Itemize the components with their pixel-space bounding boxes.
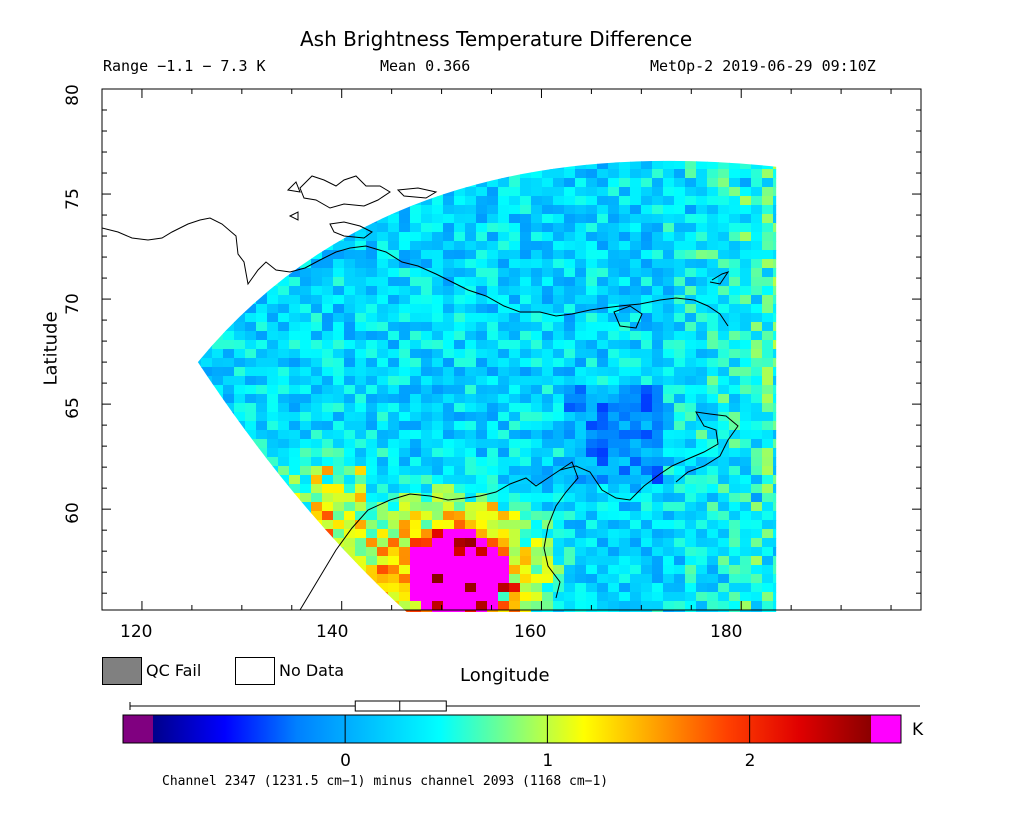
colorbar-tick-label: 0	[340, 751, 351, 771]
colorbar-tick-label: 2	[745, 751, 756, 771]
colorbar-under	[123, 715, 153, 743]
colorbar-gradient	[153, 715, 871, 743]
colorbar-tick-label: 1	[542, 751, 553, 771]
caption: Channel 2347 (1231.5 cm−1) minus channel…	[162, 774, 608, 789]
colorbar	[0, 0, 1024, 813]
range-slider[interactable]	[355, 701, 446, 711]
colorbar-over	[871, 715, 901, 743]
colorbar-unit: K	[912, 720, 923, 740]
